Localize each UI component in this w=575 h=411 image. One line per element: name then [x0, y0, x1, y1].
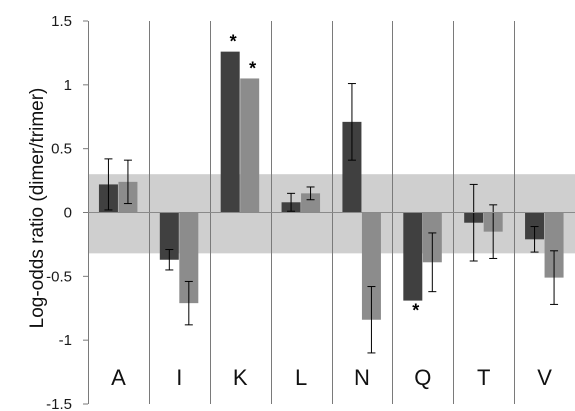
y-tick-label: 1 [64, 77, 72, 94]
significance-star: * [230, 32, 237, 52]
labels-layer: 1.5 1 0.5 0 -0.5 -1 -1.5 * * * A I K L N Q T V [46, 13, 552, 411]
category-label-Q: Q [414, 365, 431, 390]
bar-K-series2 [240, 78, 260, 213]
category-label-N: N [354, 365, 370, 390]
category-label-T: T [477, 365, 490, 390]
bar-Q-series1 [403, 212, 423, 301]
category-label-V: V [537, 365, 552, 390]
y-tick-label: -1.5 [46, 396, 72, 411]
bar-V-series2 [544, 212, 564, 278]
bar-I-series2 [179, 212, 199, 304]
y-tick-label: -1 [59, 332, 72, 349]
bar-K-series1 [220, 51, 240, 213]
bars-layer [98, 51, 564, 354]
bar-I-series1 [159, 212, 179, 260]
y-tick-label: 0 [64, 205, 72, 222]
bar-V-series1 [525, 212, 545, 240]
y-axis-label: Log-odds ratio (dimer/trimer) [27, 88, 48, 329]
axes-layer [83, 20, 575, 405]
category-label-I: I [176, 365, 182, 390]
category-label-K: K [233, 365, 248, 390]
y-tick-label: 1.5 [51, 13, 72, 30]
category-label-A: A [111, 365, 126, 390]
bar-L-series2 [301, 193, 321, 213]
bar-N-series1 [342, 121, 362, 213]
y-tick-label: 0.5 [51, 141, 72, 158]
significance-star: * [249, 58, 256, 78]
category-label-L: L [295, 365, 307, 390]
significance-star: * [412, 301, 419, 321]
y-tick-label: -0.5 [46, 268, 72, 285]
bar-N-series2 [361, 212, 381, 320]
